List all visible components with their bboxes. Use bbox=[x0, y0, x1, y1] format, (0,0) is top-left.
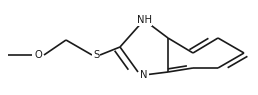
Text: NH: NH bbox=[136, 15, 151, 25]
Text: S: S bbox=[93, 50, 99, 60]
Text: N: N bbox=[140, 70, 148, 80]
Text: O: O bbox=[34, 50, 42, 60]
